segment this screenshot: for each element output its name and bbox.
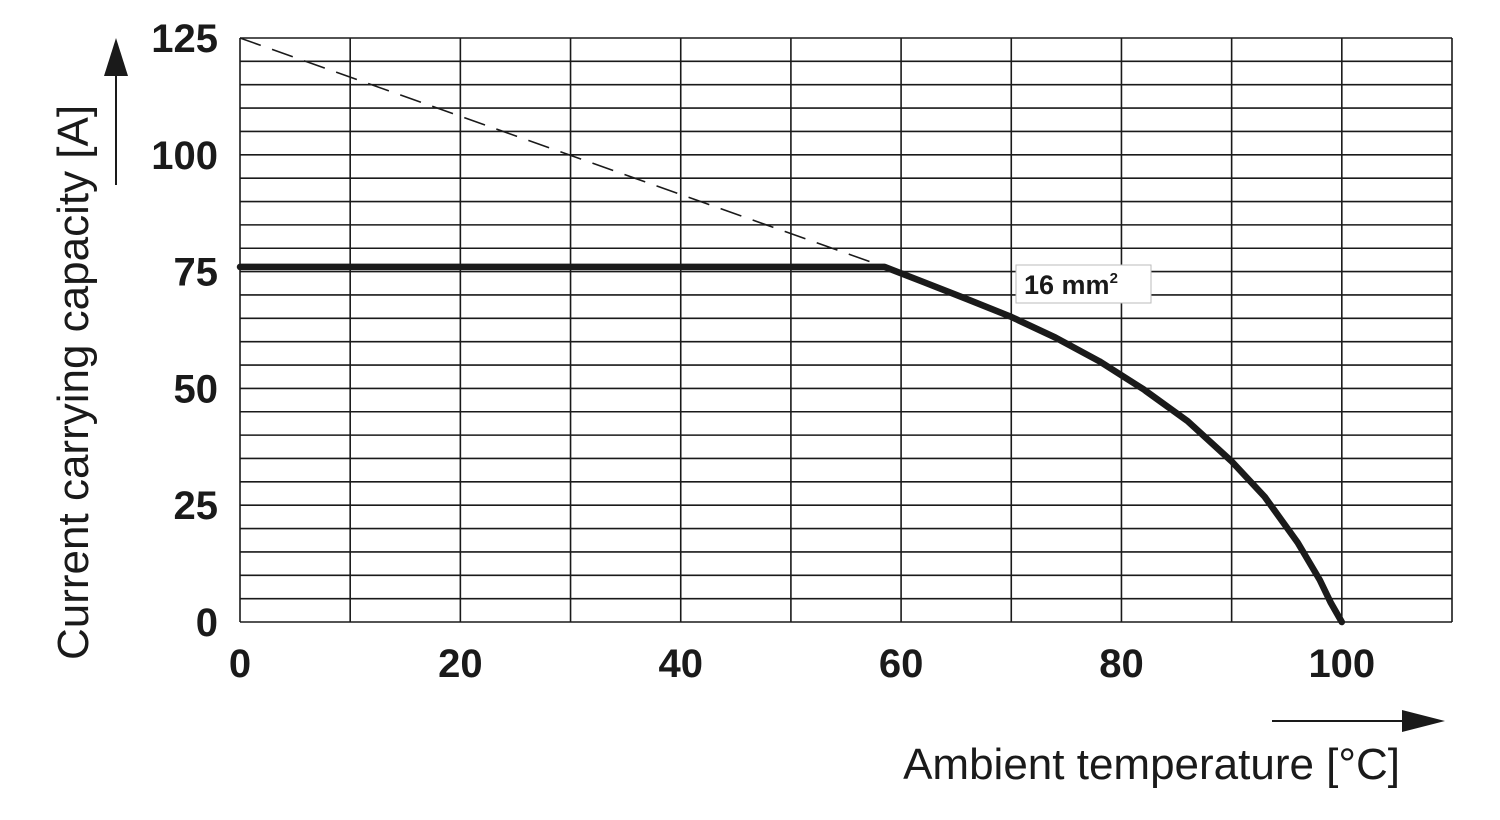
- y-axis-arrowhead-icon: [104, 38, 128, 76]
- series-line-16mm2: [236, 263, 1346, 626]
- series-label-background: [1015, 264, 1152, 304]
- x-tick-label: 20: [438, 642, 483, 686]
- y-tick-label: 50: [174, 367, 219, 411]
- series-label-superscript: 2: [1110, 270, 1118, 287]
- y-axis-title: Current carrying capacity [A]: [49, 105, 98, 660]
- series-label-main: 16 mm: [1024, 270, 1110, 300]
- x-tick-label: 80: [1099, 642, 1144, 686]
- y-tick-label: 75: [174, 251, 219, 295]
- series-lines: [236, 37, 1346, 626]
- y-axis-tick-labels: 0 25 50 75 100 125: [151, 17, 218, 645]
- series-line-dashed-extension: [239, 37, 885, 268]
- x-axis-title-group: Ambient temperature [°C]: [903, 710, 1445, 789]
- x-tick-label: 40: [658, 642, 703, 686]
- y-tick-label: 0: [196, 601, 218, 645]
- grid: [239, 37, 1453, 623]
- x-axis-arrowhead-icon: [1402, 710, 1445, 732]
- x-tick-label: 60: [879, 642, 924, 686]
- x-axis-tick-labels: 0 20 40 60 80 100: [229, 642, 1375, 686]
- x-tick-label: 0: [229, 642, 251, 686]
- series-label-box: 16 mm2: [1015, 264, 1152, 304]
- x-axis-title: Ambient temperature [°C]: [903, 740, 1400, 789]
- x-tick-label: 100: [1308, 642, 1375, 686]
- y-tick-label: 25: [174, 484, 219, 528]
- y-tick-label: 125: [151, 17, 218, 61]
- y-axis-title-group: Current carrying capacity [A]: [49, 38, 128, 660]
- series-label-16mm2: 16 mm2: [1024, 270, 1118, 300]
- y-tick-label: 100: [151, 134, 218, 178]
